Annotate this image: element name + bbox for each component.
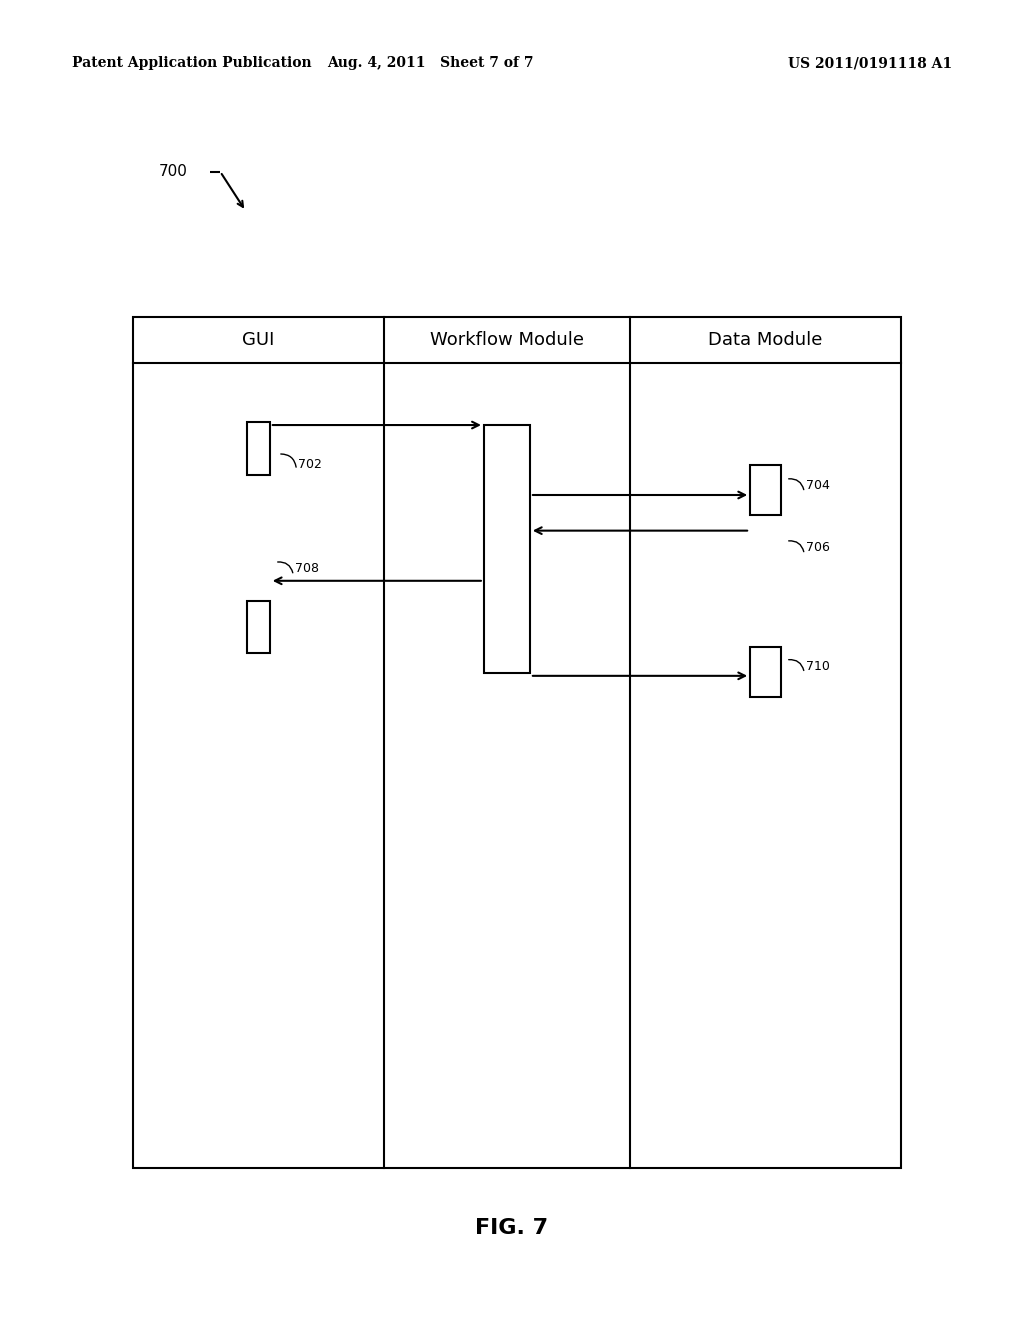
Bar — [750, 465, 781, 515]
Text: Data Module: Data Module — [709, 331, 822, 348]
Text: US 2011/0191118 A1: US 2011/0191118 A1 — [788, 57, 952, 70]
Bar — [248, 422, 270, 475]
Text: Workflow Module: Workflow Module — [430, 331, 584, 348]
Bar — [248, 601, 270, 653]
Bar — [133, 317, 901, 1168]
Text: 704: 704 — [807, 479, 830, 492]
Text: 706: 706 — [807, 541, 830, 554]
Text: 700: 700 — [159, 164, 187, 180]
Text: GUI: GUI — [243, 331, 274, 348]
Bar — [483, 425, 530, 673]
Text: 708: 708 — [296, 562, 319, 576]
Text: FIG. 7: FIG. 7 — [475, 1217, 549, 1238]
Text: Aug. 4, 2011   Sheet 7 of 7: Aug. 4, 2011 Sheet 7 of 7 — [327, 57, 534, 70]
Text: Patent Application Publication: Patent Application Publication — [72, 57, 311, 70]
Text: 710: 710 — [807, 660, 830, 673]
Bar — [750, 647, 781, 697]
Text: 702: 702 — [299, 458, 323, 471]
